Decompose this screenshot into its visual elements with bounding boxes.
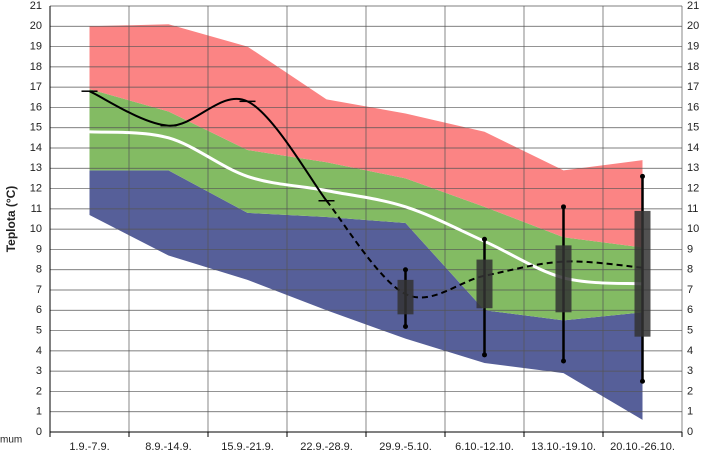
y2-tick-label: 13 <box>687 162 699 174</box>
y2-tick-label: 1 <box>687 406 693 418</box>
whisker-end <box>403 267 408 273</box>
y2-tick-label: 10 <box>687 223 699 235</box>
y-tick-label: 13 <box>30 162 42 174</box>
y-tick-label: 16 <box>30 101 42 113</box>
y-tick-label: 2 <box>36 385 42 397</box>
y2-tick-label: 11 <box>687 203 698 215</box>
y2-tick-label: 7 <box>687 284 693 296</box>
box <box>476 259 493 309</box>
y2-tick-label: 3 <box>687 365 693 377</box>
corner-text: mum <box>0 435 22 446</box>
y2-tick-label: 8 <box>687 264 693 276</box>
y-tick-label: 20 <box>30 20 42 32</box>
y2-tick-label: 0 <box>687 426 693 438</box>
y-tick-label: 15 <box>30 122 42 134</box>
whisker-end <box>482 236 487 242</box>
line-series <box>89 90 328 202</box>
x-tick-label: 13.10.-19.10. <box>531 441 596 453</box>
line-series <box>325 200 643 299</box>
box <box>634 210 651 337</box>
y-tick-label: 21 <box>30 0 42 12</box>
y2-tick-label: 4 <box>687 345 693 357</box>
y-tick-label: 3 <box>36 365 42 377</box>
y2-tick-label: 5 <box>687 324 693 336</box>
y-tick-label: 8 <box>36 264 42 276</box>
x-tick-label: 29.9.-5.10. <box>379 441 432 453</box>
y2-tick-label: 19 <box>687 40 699 52</box>
y-tick-label: 0 <box>36 426 42 438</box>
box <box>555 245 572 313</box>
y2-tick-label: 9 <box>687 243 693 255</box>
y2-tick-label: 12 <box>687 182 699 194</box>
y-tick-label: 12 <box>30 182 42 194</box>
y2-tick-label: 20 <box>687 20 699 32</box>
y2-tick-label: 17 <box>687 81 699 93</box>
y-tick-label: 6 <box>36 304 42 316</box>
y2-tick-label: 16 <box>687 101 699 113</box>
box <box>397 279 414 315</box>
x-tick-label: 20.10.-26.10. <box>610 441 675 453</box>
whisker-end <box>561 204 566 210</box>
y-tick-label: 19 <box>30 40 42 52</box>
line-series <box>89 130 643 286</box>
y-axis-label: Teplota (°C) <box>4 186 18 253</box>
y-tick-label: 7 <box>36 284 42 296</box>
y2-tick-label: 15 <box>687 122 699 134</box>
y-tick-label: 10 <box>30 223 42 235</box>
x-tick-label: 6.10.-12.10. <box>455 441 514 453</box>
y2-tick-label: 21 <box>687 0 699 12</box>
y-tick-label: 5 <box>36 324 42 336</box>
y-tick-label: 18 <box>30 61 42 73</box>
y2-tick-label: 18 <box>687 61 699 73</box>
y-tick-label: 9 <box>36 243 42 255</box>
y2-tick-label: 6 <box>687 304 693 316</box>
whisker-end <box>640 378 645 384</box>
y-tick-label: 1 <box>36 406 42 418</box>
y2-tick-label: 2 <box>687 385 693 397</box>
whisker-end <box>561 358 566 364</box>
x-tick-label: 15.9.-21.9. <box>221 441 274 453</box>
x-tick-label: 22.9.-28.9. <box>300 441 353 453</box>
y2-tick-label: 14 <box>687 142 699 154</box>
whisker-end <box>640 173 645 179</box>
y-tick-label: 11 <box>31 203 42 215</box>
x-tick-label: 1.9.-7.9. <box>69 441 109 453</box>
x-tick-label: 8.9.-14.9. <box>145 441 191 453</box>
whisker-end <box>482 352 487 358</box>
y-tick-label: 4 <box>36 345 42 357</box>
whisker-end <box>403 324 408 330</box>
y-tick-label: 17 <box>30 81 42 93</box>
y-tick-label: 14 <box>30 142 42 154</box>
